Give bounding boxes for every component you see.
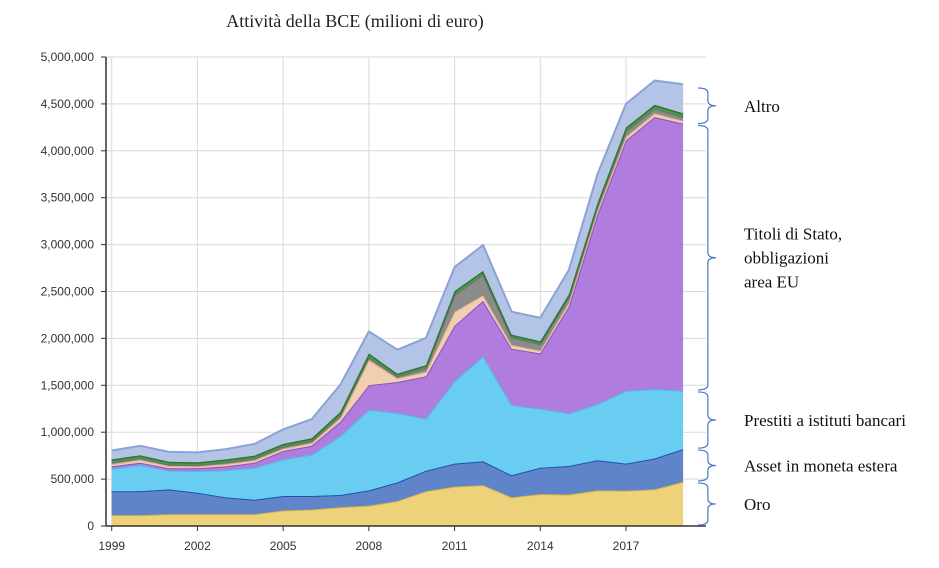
y-tick-label: 4,500,000 <box>41 97 95 111</box>
y-tick-label: 5,000,000 <box>41 50 95 64</box>
brace-mark <box>697 87 717 125</box>
brace-mark <box>697 391 717 449</box>
y-tick-label: 1,000,000 <box>41 425 95 439</box>
brace-label: area EU <box>744 273 799 292</box>
series-line-8 <box>111 79 684 454</box>
y-tick-label: 2,500,000 <box>41 285 95 299</box>
brace-label: Titoli di Stato, <box>744 225 842 244</box>
chart-title: Attività della BCE (milioni di euro) <box>226 11 483 32</box>
y-tick-label: 3,000,000 <box>41 238 95 252</box>
x-tick-label: 2014 <box>527 539 554 553</box>
brace-label: Oro <box>744 495 770 514</box>
brace-mark <box>697 449 717 482</box>
x-tick-label: 2002 <box>184 539 211 553</box>
area-series-3 <box>111 356 684 500</box>
brace-label: obbligazioni <box>744 249 829 268</box>
x-tick-label: 2005 <box>270 539 297 553</box>
y-tick-label: 3,500,000 <box>41 191 95 205</box>
x-tick-label: 2008 <box>356 539 383 553</box>
brace-label: Asset in moneta estera <box>744 456 898 475</box>
y-tick-label: 2,000,000 <box>41 331 95 345</box>
area-series-4 <box>111 117 684 472</box>
brace-label: Altro <box>744 97 780 116</box>
y-tick-label: 0 <box>87 519 94 533</box>
x-tick-label: 2017 <box>613 539 640 553</box>
area-series-group <box>111 79 684 526</box>
axes: 0 500,000 1,000,000 1,500,000 2,000,000 2,500… <box>41 50 706 553</box>
y-tick-label: 1,500,000 <box>41 378 95 392</box>
brace-mark <box>697 482 717 526</box>
brace-label: Prestiti a istituti bancari <box>744 411 906 430</box>
y-tick-label: 4,000,000 <box>41 144 95 158</box>
brace-mark <box>697 124 717 391</box>
area-series-2 <box>111 449 684 516</box>
y-tick-label: 500,000 <box>51 472 95 486</box>
brace-annotations: Altro Titoli di Stato, obbligazioni area EU… <box>697 87 906 526</box>
x-tick-label: 2011 <box>442 539 468 553</box>
x-tick-label: 1999 <box>98 539 125 553</box>
